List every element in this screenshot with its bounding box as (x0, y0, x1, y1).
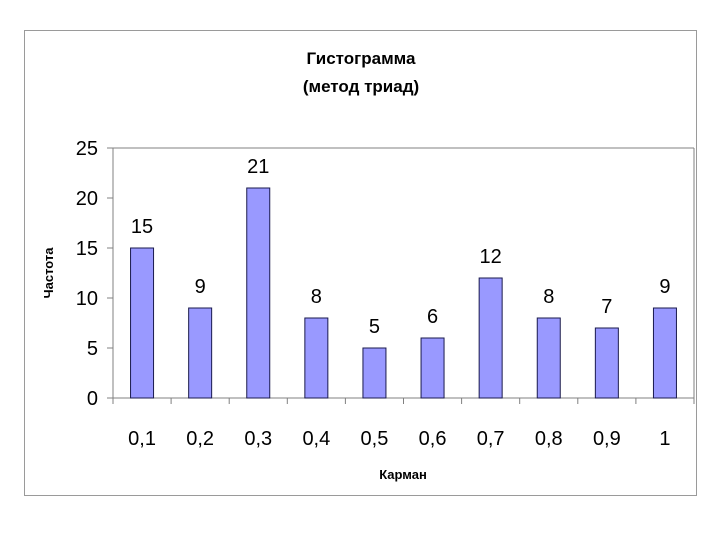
data-label: 12 (480, 246, 502, 268)
data-label: 7 (601, 296, 612, 318)
x-tick-label: 0,6 (419, 428, 447, 450)
x-tick-label: 0,4 (302, 428, 330, 450)
bar (188, 307, 213, 399)
x-tick-label: 1 (659, 428, 670, 450)
data-label: 15 (131, 216, 153, 238)
x-tick-label: 0,3 (244, 428, 272, 450)
bar (304, 317, 329, 399)
data-label: 6 (427, 306, 438, 328)
x-tick-label: 0,9 (593, 428, 621, 450)
data-label: 8 (311, 286, 322, 308)
bar (362, 347, 387, 399)
bar (130, 247, 155, 399)
y-tick-label: 15 (76, 238, 98, 260)
bar (594, 327, 619, 399)
y-axis-title: Частота (41, 247, 56, 299)
x-axis-title: Карман (379, 467, 427, 482)
data-label: 21 (247, 156, 269, 178)
data-label: 9 (195, 276, 206, 298)
bar (536, 317, 561, 399)
y-tick-label: 5 (87, 338, 98, 360)
y-tick-label: 25 (76, 138, 98, 160)
y-tick-label: 10 (76, 288, 98, 310)
data-label: 9 (659, 276, 670, 298)
bar (246, 187, 271, 399)
chart-subtitle: (метод триад) (303, 77, 419, 96)
x-tick-label: 0,1 (128, 428, 156, 450)
data-label: 8 (543, 286, 554, 308)
x-tick-label: 0,7 (477, 428, 505, 450)
x-tick-label: 0,8 (535, 428, 563, 450)
y-tick-label: 20 (76, 188, 98, 210)
y-tick-label: 0 (87, 388, 98, 410)
x-tick-label: 0,2 (186, 428, 214, 450)
bar (478, 277, 503, 399)
x-tick-label: 0,5 (361, 428, 389, 450)
data-label: 5 (369, 316, 380, 338)
bar (652, 307, 677, 399)
bar (420, 337, 445, 399)
chart-title: Гистограмма (307, 49, 416, 68)
plot-area: 0 5 10 15 20 25 15 0,1 9 0,2 21 0,3 8 0,4 5 0,5 6 0,6 12 0,… (76, 138, 695, 450)
